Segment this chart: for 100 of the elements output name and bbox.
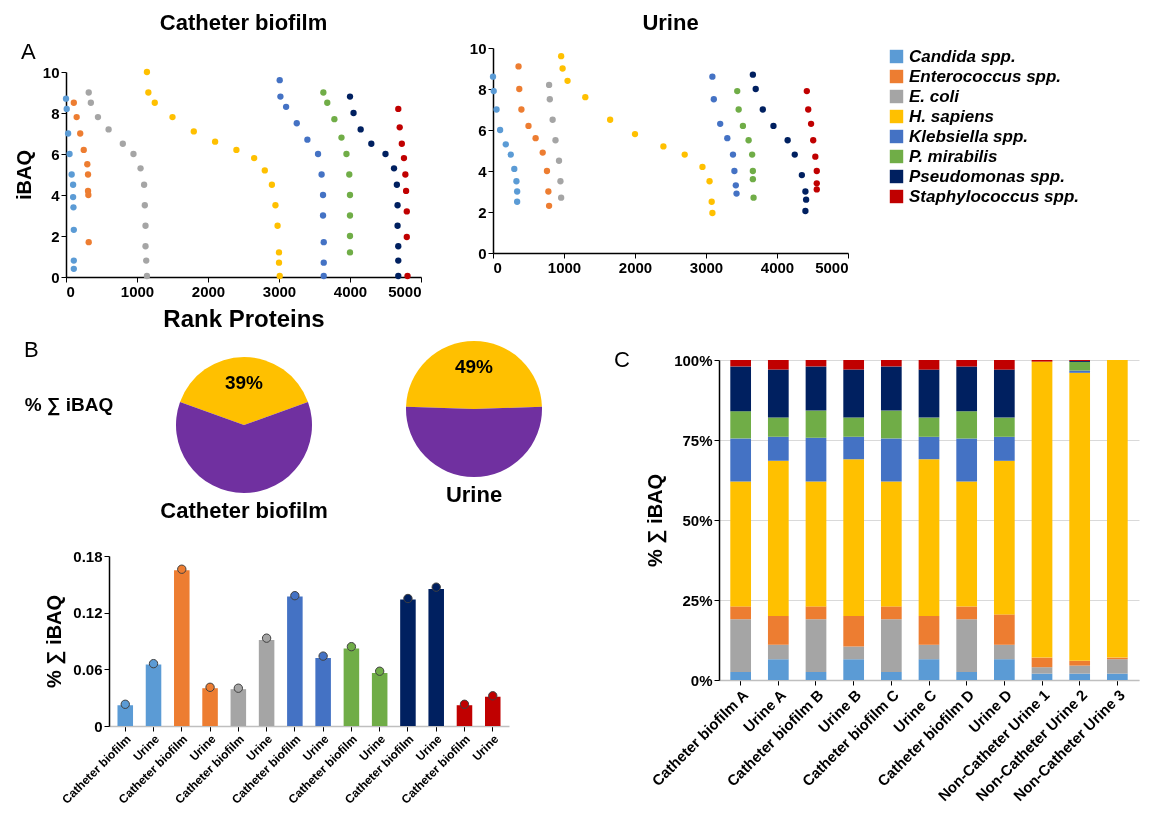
point: [233, 683, 244, 693]
x-tick-label: 3000: [262, 282, 297, 300]
point: [558, 194, 565, 201]
point: [357, 126, 364, 133]
bar: [993, 360, 1015, 370]
point: [346, 249, 354, 256]
bar: [843, 616, 865, 647]
bar: [880, 606, 902, 620]
point: [507, 151, 514, 158]
point: [813, 180, 820, 187]
point: [320, 89, 327, 96]
point: [374, 666, 385, 676]
bar: [843, 360, 865, 370]
point: [805, 106, 812, 113]
point: [488, 691, 498, 701]
point: [233, 146, 240, 154]
point: [813, 186, 820, 193]
point: [493, 106, 500, 113]
point: [515, 63, 522, 70]
bar: [1069, 665, 1091, 674]
point: [261, 167, 268, 174]
y-tick-label: 50%: [682, 511, 713, 529]
point: [105, 126, 112, 133]
bar: [993, 659, 1015, 680]
y-axis-title: iBAQ: [12, 150, 35, 200]
bar: [1106, 659, 1128, 674]
bar: [767, 644, 789, 660]
bar: [767, 369, 789, 418]
bar: [956, 438, 978, 482]
x-tick-label: 2000: [618, 258, 653, 276]
point: [94, 113, 102, 121]
point: [390, 165, 398, 172]
bar: [918, 459, 940, 616]
point: [84, 171, 92, 178]
bar: [1069, 370, 1091, 373]
bar: [880, 438, 902, 482]
bar: [956, 411, 978, 439]
point: [681, 151, 688, 158]
point: [276, 77, 283, 84]
point: [320, 272, 327, 280]
y-tick-label: 25%: [682, 591, 713, 609]
point: [749, 176, 757, 183]
point: [513, 198, 521, 205]
point: [275, 249, 283, 256]
point: [734, 87, 741, 95]
y-tick-label: 8: [51, 104, 60, 122]
legend-label: Enterococcus spp.: [909, 66, 1062, 86]
bar: [843, 646, 865, 660]
bar: [918, 659, 940, 680]
point: [324, 99, 331, 106]
bar: [956, 481, 978, 607]
point: [282, 103, 290, 111]
point: [70, 257, 77, 264]
point: [539, 149, 546, 156]
y-tick-label: 10: [42, 63, 60, 81]
point: [331, 115, 338, 123]
point: [142, 243, 149, 250]
chart-title: Catheter biofilm: [159, 10, 328, 35]
text: Catheter biofilm: [160, 498, 328, 523]
point: [802, 188, 809, 195]
bar: [1069, 361, 1091, 371]
text: A: [21, 39, 36, 64]
point: [77, 130, 84, 137]
bar: [767, 659, 789, 680]
bar: [1031, 667, 1053, 674]
bar: [918, 616, 940, 645]
bar: [805, 366, 827, 411]
point: [545, 81, 553, 89]
bar: [767, 460, 789, 616]
point: [798, 171, 806, 179]
point: [346, 212, 354, 219]
x-tick-label: 4000: [760, 258, 795, 276]
x-tick-label: 1000: [120, 282, 155, 300]
bar: [1031, 361, 1053, 658]
y-tick-label: 0.18: [73, 547, 103, 565]
point: [190, 128, 197, 135]
point: [272, 202, 279, 209]
point: [319, 191, 327, 199]
point: [459, 699, 470, 709]
point: [70, 226, 77, 234]
point: [402, 187, 410, 195]
bar: [1031, 673, 1053, 680]
bar: [805, 606, 827, 620]
point: [69, 193, 77, 201]
bar: [880, 366, 902, 411]
legend-label: Klebsiella spp.: [909, 126, 1029, 146]
point: [516, 85, 523, 93]
point: [710, 96, 717, 103]
y-tick-label: 4: [478, 162, 488, 180]
point: [293, 120, 300, 127]
point: [606, 116, 614, 123]
y-tick-label: 0%: [690, 671, 713, 689]
bar: [730, 619, 752, 672]
bar: [805, 410, 827, 438]
text: Urine: [445, 482, 503, 507]
y-tick-label: 2: [478, 203, 487, 221]
bar: [805, 481, 827, 607]
bar: [956, 619, 978, 672]
point: [119, 140, 126, 147]
point: [731, 167, 738, 175]
